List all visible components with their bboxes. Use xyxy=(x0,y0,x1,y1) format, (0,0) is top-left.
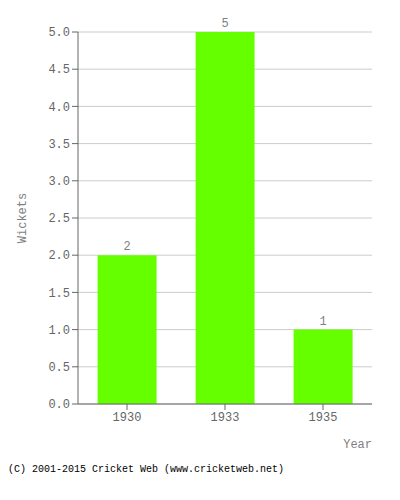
svg-text:4.0: 4.0 xyxy=(48,101,70,115)
svg-text:2.5: 2.5 xyxy=(48,212,70,226)
svg-text:5: 5 xyxy=(221,17,228,31)
svg-text:3.5: 3.5 xyxy=(48,138,70,152)
svg-text:1933: 1933 xyxy=(211,411,240,425)
svg-text:0.5: 0.5 xyxy=(48,361,70,375)
svg-text:Wickets: Wickets xyxy=(16,193,30,243)
svg-text:3.0: 3.0 xyxy=(48,175,70,189)
svg-text:1930: 1930 xyxy=(113,411,142,425)
svg-text:4.5: 4.5 xyxy=(48,63,70,77)
svg-text:1.5: 1.5 xyxy=(48,287,70,301)
svg-text:1935: 1935 xyxy=(309,411,338,425)
svg-text:2.0: 2.0 xyxy=(48,249,70,263)
svg-text:0.0: 0.0 xyxy=(48,398,70,412)
svg-text:2: 2 xyxy=(123,240,130,254)
svg-text:1.0: 1.0 xyxy=(48,324,70,338)
html-text:(C) 2001-2015 Cricket Web (www: (C) 2001-2015 Cricket Web (www.cricketwe… xyxy=(8,464,284,475)
svg-text:1: 1 xyxy=(319,315,326,329)
svg-text:5.0: 5.0 xyxy=(48,26,70,40)
svg-text:Year: Year xyxy=(343,438,372,452)
